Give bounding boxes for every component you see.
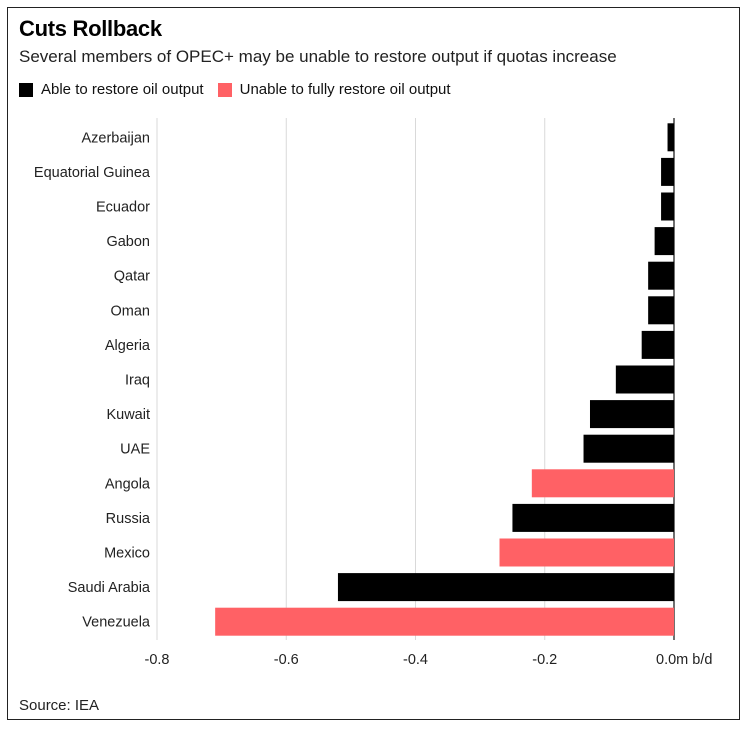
- chart-legend: Able to restore oil output Unable to ful…: [19, 81, 465, 98]
- source-note: Source: IEA: [19, 697, 100, 714]
- legend-item-able: Able to restore oil output: [19, 81, 204, 98]
- category-label: Kuwait: [106, 407, 150, 423]
- category-label: Mexico: [104, 546, 150, 562]
- legend-label-unable: Unable to fully restore oil output: [239, 81, 451, 98]
- legend-swatch-able: [19, 82, 33, 97]
- bars: [215, 123, 674, 636]
- bar-algeria: [641, 330, 674, 359]
- chart-frame: Cuts Rollback Several members of OPEC+ m…: [7, 7, 740, 720]
- category-label: Azerbaijan: [81, 130, 150, 146]
- x-tick-label: -0.4: [403, 652, 428, 668]
- category-label: Ecuador: [96, 200, 150, 216]
- bar-ecuador: [661, 192, 674, 221]
- chart-subtitle: Several members of OPEC+ may be unable t…: [19, 47, 617, 66]
- category-label: Venezuela: [82, 615, 151, 631]
- bar-uae: [583, 434, 674, 463]
- bar-azerbaijan: [667, 123, 674, 152]
- x-tick-label: -0.2: [532, 652, 557, 668]
- bar-kuwait: [589, 400, 674, 429]
- category-label: UAE: [120, 442, 150, 458]
- bar-oman: [648, 296, 674, 325]
- category-label: Angola: [105, 476, 151, 492]
- category-label: Iraq: [125, 373, 150, 389]
- bar-saudi-arabia: [337, 573, 674, 602]
- bar-qatar: [648, 261, 674, 290]
- category-label: Qatar: [114, 269, 150, 285]
- x-tick-label: -0.8: [145, 652, 170, 668]
- bar-gabon: [654, 227, 674, 256]
- category-labels: Azerbaijan Equatorial Guinea Ecuador Gabon Q…: [34, 130, 151, 630]
- category-label: Equatorial Guinea: [34, 165, 151, 181]
- category-label: Saudi Arabia: [68, 580, 151, 596]
- x-tick-label: -0.6: [274, 652, 299, 668]
- bar-iraq: [615, 365, 674, 394]
- bar-equatorial-guinea: [661, 157, 674, 186]
- legend-swatch-unable: [217, 82, 232, 97]
- category-label: Russia: [106, 511, 151, 527]
- bar-angola: [531, 469, 674, 498]
- legend-label-able: Able to restore oil output: [41, 81, 204, 98]
- x-tick-labels: -0.8 -0.6 -0.4 -0.2 0.0m b/d: [145, 652, 713, 668]
- legend-item-unable: Unable to fully restore oil output: [217, 81, 451, 98]
- category-label: Algeria: [105, 338, 151, 354]
- category-label: Oman: [111, 303, 151, 319]
- bar-venezuela: [215, 607, 674, 636]
- bar-russia: [512, 503, 674, 532]
- x-tick-label: 0.0m b/d: [656, 652, 712, 668]
- bar-mexico: [499, 538, 674, 567]
- chart-title: Cuts Rollback: [19, 16, 162, 41]
- category-label: Gabon: [106, 234, 150, 250]
